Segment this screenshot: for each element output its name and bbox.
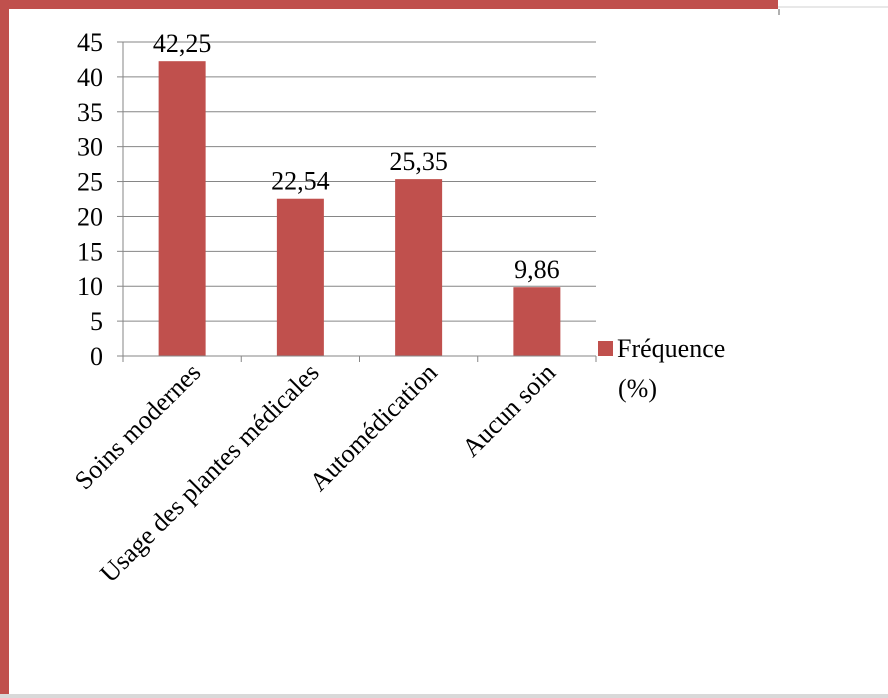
legend-label-line-1: Fréquence (617, 334, 725, 363)
category-label: Usage des plantes médicales (94, 358, 324, 588)
axes (122, 42, 597, 362)
bar (513, 287, 561, 356)
legend-label-line-2: (%) (618, 374, 657, 403)
bar (158, 61, 206, 356)
data-labels: 42,25 22,54 25,35 9,86 (153, 29, 560, 284)
data-label: 25,35 (389, 147, 448, 176)
data-label: 42,25 (153, 29, 212, 58)
y-tick-label: 30 (77, 133, 103, 162)
y-tick-label: 25 (77, 168, 103, 197)
y-tick-label: 45 (77, 28, 103, 57)
legend: Fréquence (%) (598, 334, 725, 403)
bar (276, 198, 324, 356)
y-tick-label: 5 (90, 307, 103, 336)
y-tick-label: 10 (77, 272, 103, 301)
bars (158, 61, 561, 356)
category-label: Soins modernes (69, 358, 206, 495)
data-label: 9,86 (514, 255, 560, 284)
y-tick-label: 40 (77, 63, 103, 92)
category-label: Automédication (304, 358, 443, 497)
y-tick-label: 0 (90, 342, 103, 371)
y-tick-label: 35 (77, 98, 103, 127)
data-label: 22,54 (271, 167, 330, 196)
y-tick-labels: 0 5 10 15 20 25 30 35 40 45 (77, 28, 103, 371)
bar (395, 179, 443, 356)
y-tick-label: 15 (77, 237, 103, 266)
category-label: Aucun soin (456, 358, 561, 463)
legend-swatch (598, 341, 613, 356)
y-tick-label: 20 (77, 202, 103, 231)
